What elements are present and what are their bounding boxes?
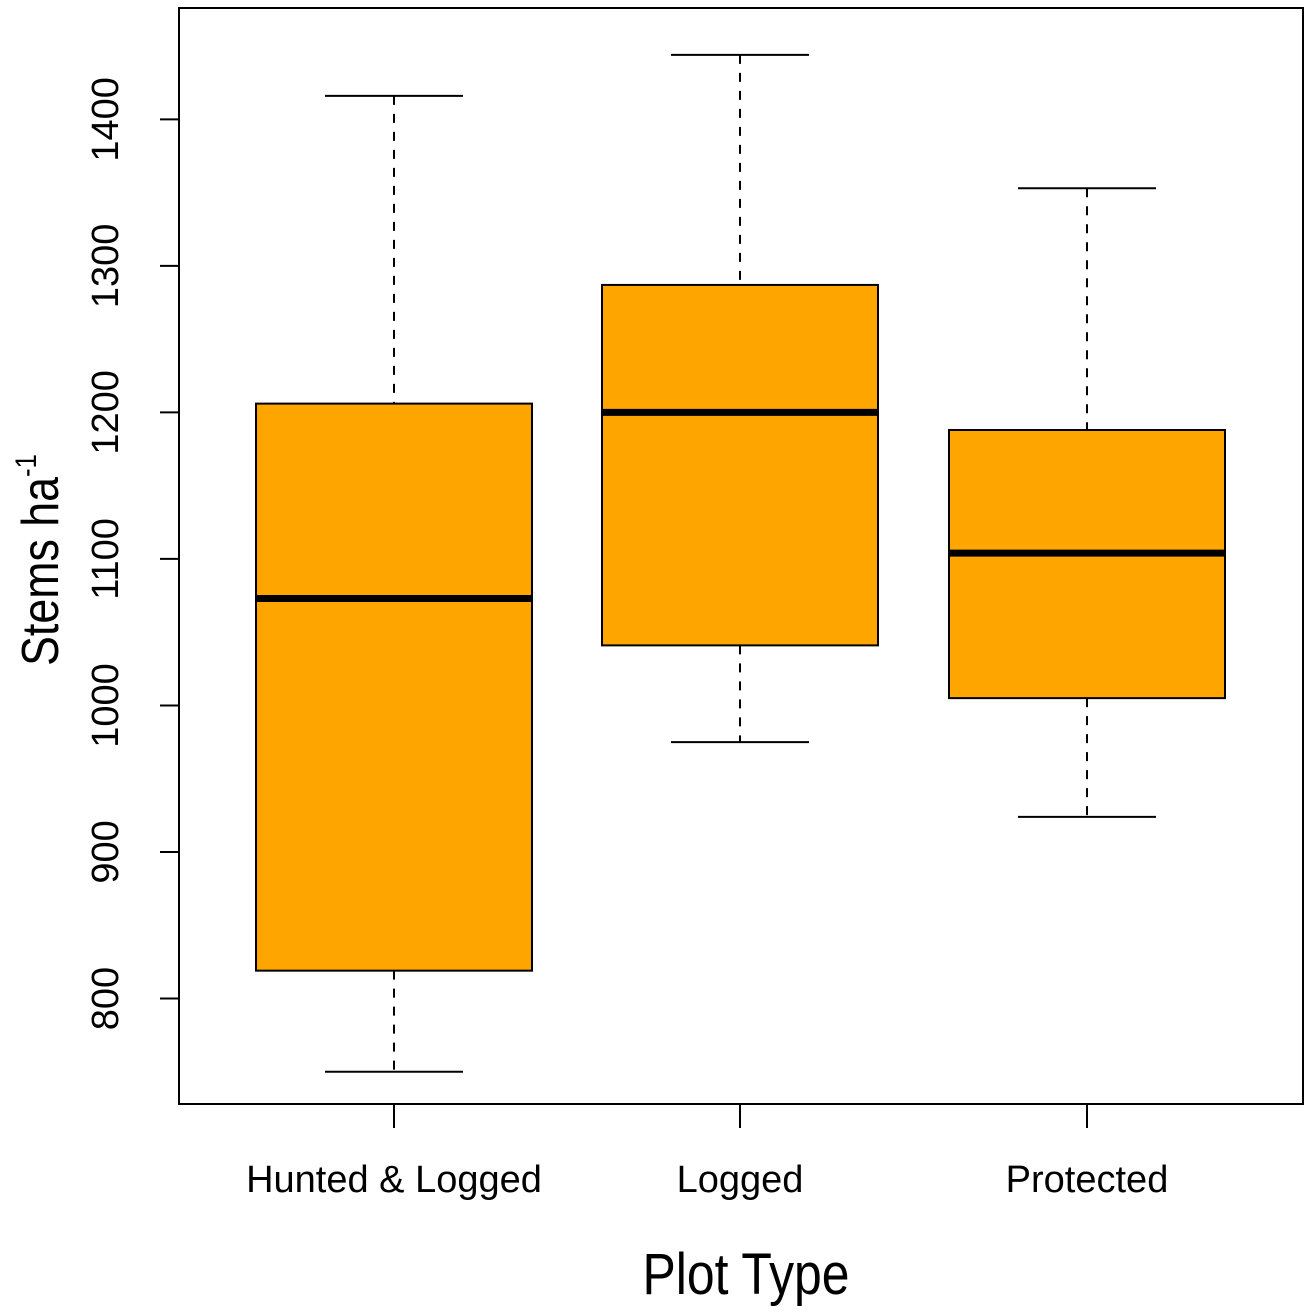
y-tick-label-1400: 1400 (85, 77, 127, 162)
y-axis-label-superscript: -1 (9, 454, 42, 477)
y-axis-label: Stems ha-1 (9, 454, 70, 666)
y-axis: 800 900 1000 1100 1200 1300 1400 (85, 77, 180, 1030)
x-axis: Hunted & Logged Logged Protected (246, 1104, 1168, 1201)
y-tick-label-1000: 1000 (85, 663, 127, 748)
y-tick-label-1200: 1200 (85, 370, 127, 455)
x-tick-label-protected: Protected (1006, 1159, 1169, 1201)
y-tick-label-1300: 1300 (85, 224, 127, 309)
y-axis-label-main: Stems ha (12, 477, 70, 666)
boxes-layer (255, 53, 1226, 1073)
box-group-logged (601, 53, 879, 744)
iqr-box (601, 283, 879, 647)
x-tick-label-hunted-logged: Hunted & Logged (246, 1159, 542, 1201)
iqr-box (255, 402, 533, 972)
y-tick-label-900: 900 (85, 820, 127, 883)
box-group-protected (948, 187, 1226, 818)
box-group-hunted-logged (255, 94, 533, 1073)
iqr-box (948, 428, 1226, 700)
y-tick-label-1100: 1100 (85, 518, 127, 600)
y-tick-label-800: 800 (85, 967, 127, 1030)
x-tick-label-logged: Logged (677, 1159, 804, 1201)
x-axis-label: Plot Type (642, 1243, 849, 1307)
